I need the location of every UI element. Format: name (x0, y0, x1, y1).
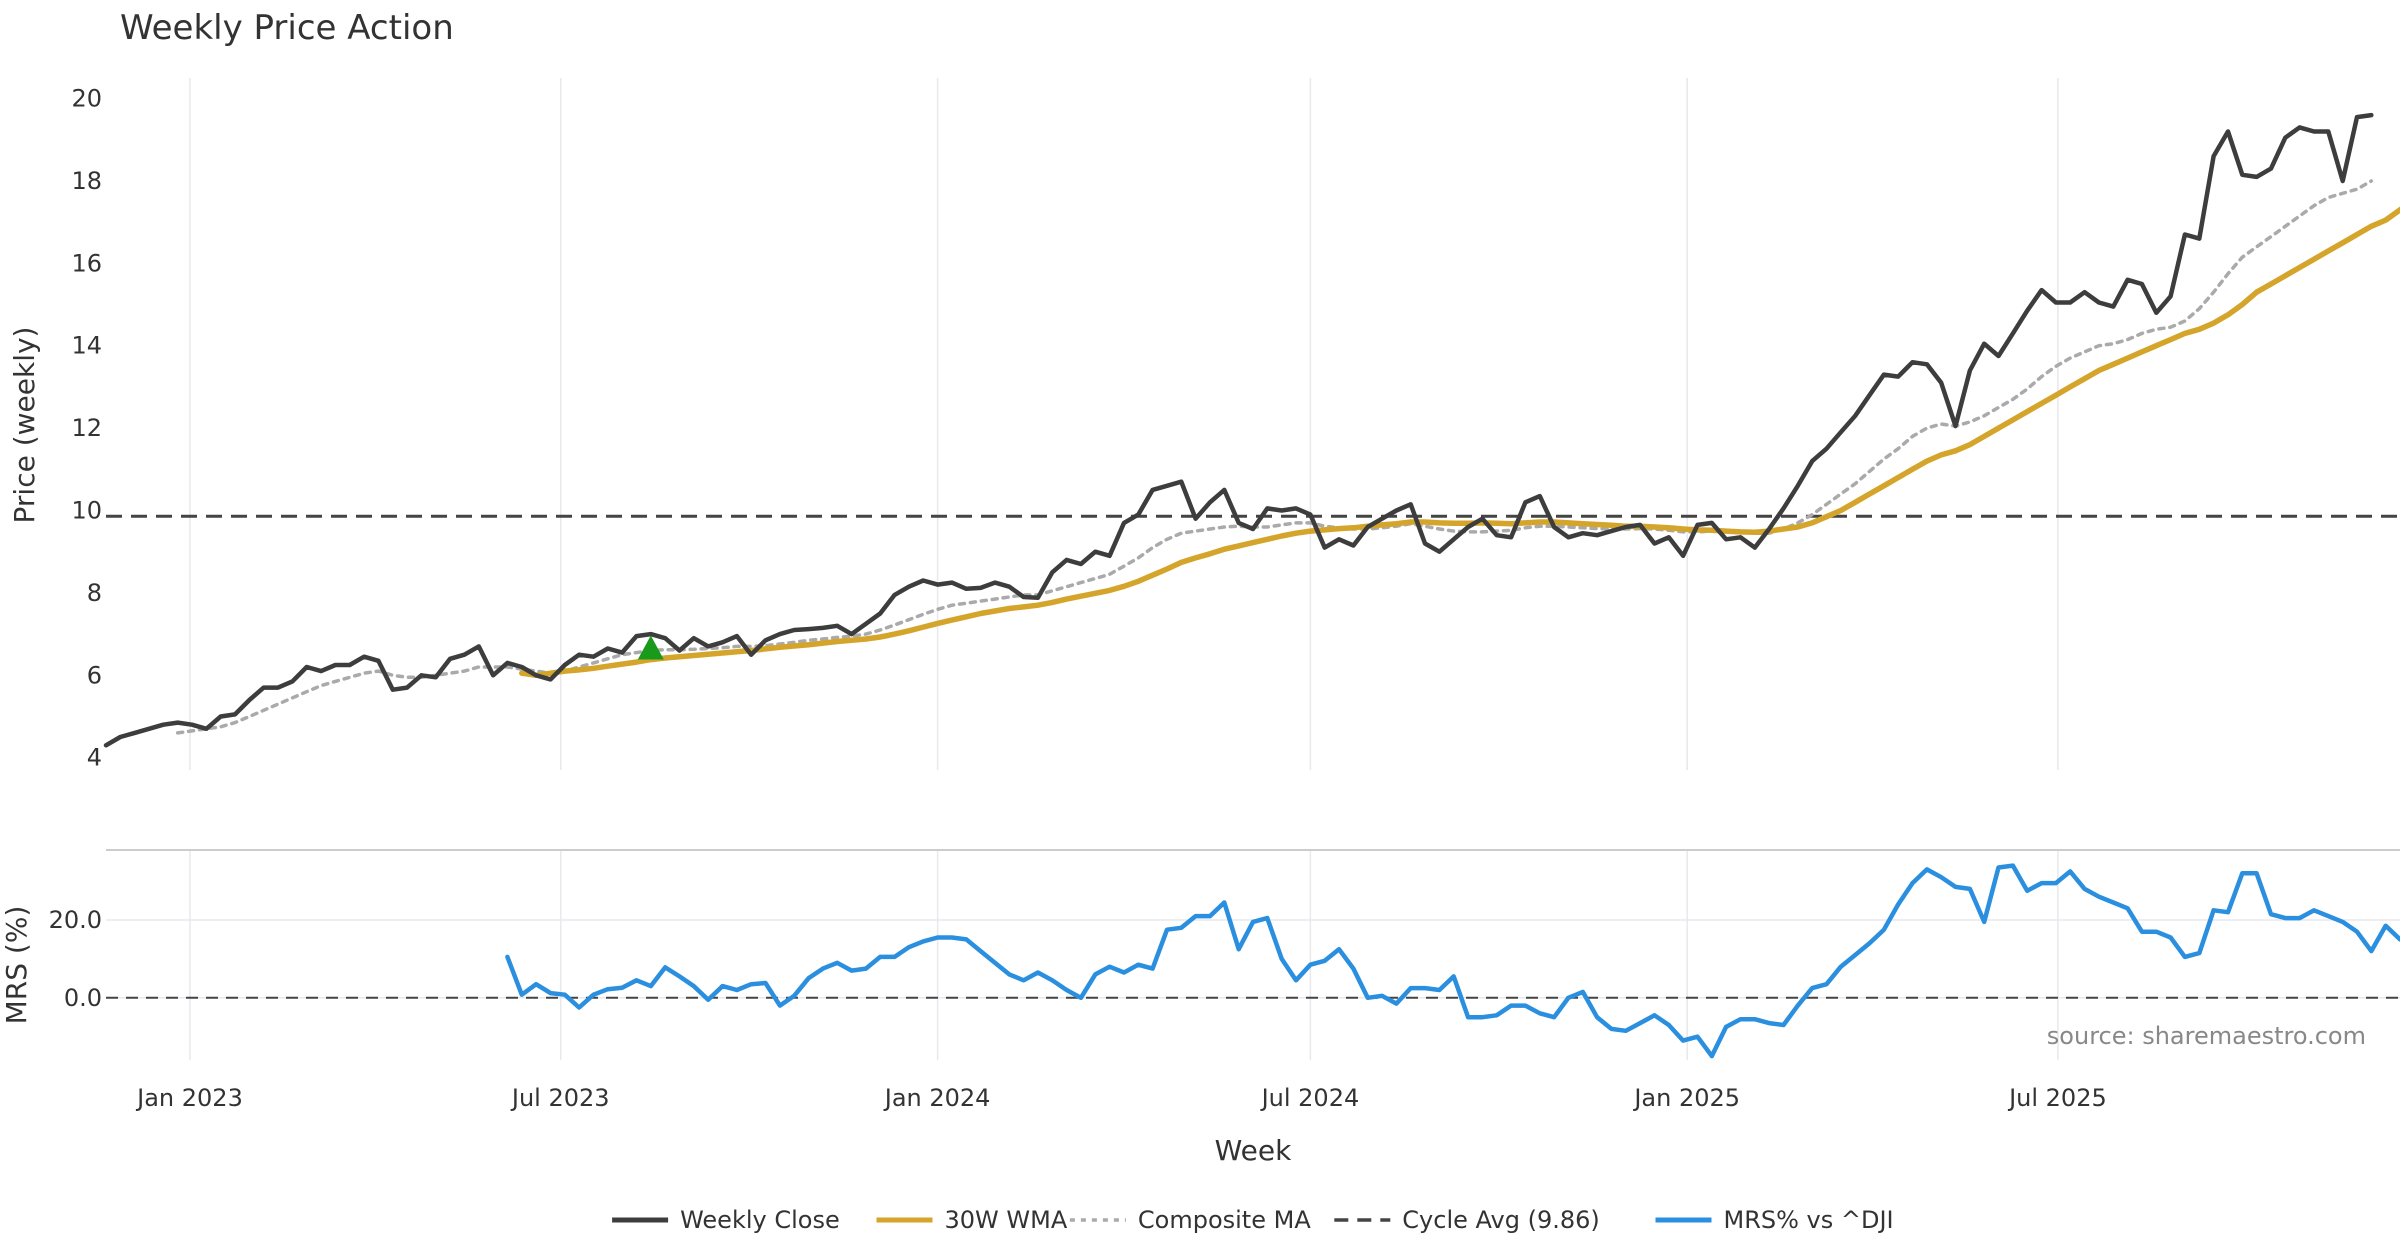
x-tick-label: Jul 2025 (2007, 1084, 2107, 1112)
x-tick-label: Jul 2023 (510, 1084, 610, 1112)
legend-label: 30W WMA (945, 1206, 1068, 1234)
price-axis-label: Price (weekly) (8, 327, 41, 524)
composite-ma-line (175, 179, 2374, 735)
price-y-tick-label: 12 (71, 414, 102, 442)
mrs-y-tick-label: 0.0 (64, 984, 102, 1012)
x-axis-label: Week (1215, 1134, 1292, 1167)
mrs-axis-label: MRS (%) (0, 906, 33, 1025)
price-y-tick-label: 20 (71, 85, 102, 113)
x-tick-label: Jan 2023 (135, 1084, 243, 1112)
source-label: source: sharemaestro.com (2047, 1022, 2366, 1050)
mrs-line (505, 863, 2400, 1059)
price-y-tick-label: 8 (87, 579, 102, 607)
price-y-tick-label: 18 (71, 167, 102, 195)
price-y-tick-label: 16 (71, 249, 102, 277)
x-tick-label: Jan 2025 (1632, 1084, 1740, 1112)
chart-title: Weekly Price Action (120, 8, 454, 48)
price-y-tick-label: 4 (87, 744, 102, 772)
wma-30w-line (519, 206, 2400, 679)
legend-label: Composite MA (1138, 1206, 1311, 1234)
price-y-tick-label: 6 (87, 661, 102, 689)
legend-label: Cycle Avg (9.86) (1402, 1206, 1599, 1234)
legend-label: Weekly Close (680, 1206, 840, 1234)
x-tick-label: Jan 2024 (883, 1084, 991, 1112)
price-y-tick-label: 10 (71, 497, 102, 525)
chart-legend: Weekly Close 30W WMA Composite MA Cycle Avg… (612, 1206, 1894, 1234)
mrs-y-tick-label: 20.0 (49, 906, 102, 934)
weekly-close-line (103, 112, 2374, 748)
legend-label: MRS% vs ^DJI (1724, 1206, 1894, 1234)
price-y-tick-label: 14 (71, 332, 102, 360)
buy-signal-marker (637, 635, 664, 660)
x-tick-label: Jul 2024 (1260, 1084, 1360, 1112)
